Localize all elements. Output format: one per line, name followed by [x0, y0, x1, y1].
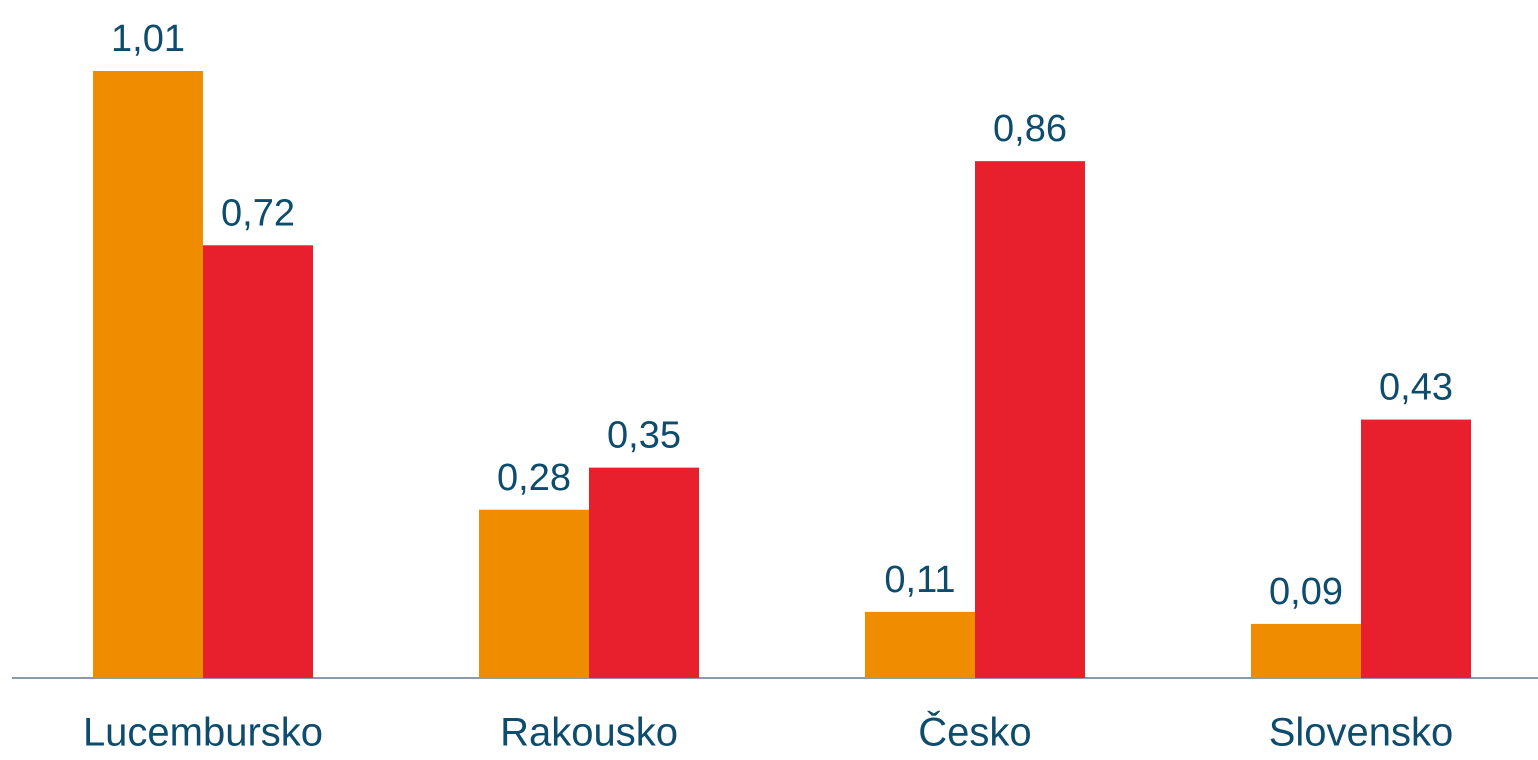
data-label: 0,09	[1269, 571, 1343, 613]
data-label: 0,86	[993, 108, 1067, 150]
x-tick-label: Slovensko	[1269, 711, 1454, 755]
bar	[479, 509, 589, 678]
x-tick-label: Česko	[918, 710, 1031, 755]
bar	[203, 245, 313, 678]
data-label: 0,35	[607, 415, 681, 457]
data-label: 1,01	[111, 18, 185, 60]
x-tick-label: Rakousko	[500, 711, 678, 755]
data-label: 0,11	[884, 559, 955, 601]
bar	[1251, 623, 1361, 678]
bar	[865, 611, 975, 678]
bar	[589, 467, 699, 678]
data-label: 0,43	[1379, 367, 1453, 409]
data-label: 0,28	[497, 457, 571, 499]
bar	[1361, 419, 1471, 678]
bar	[93, 70, 203, 679]
bar	[975, 161, 1085, 678]
x-tick-label: Lucembursko	[83, 711, 323, 755]
data-label: 0,72	[221, 192, 295, 234]
